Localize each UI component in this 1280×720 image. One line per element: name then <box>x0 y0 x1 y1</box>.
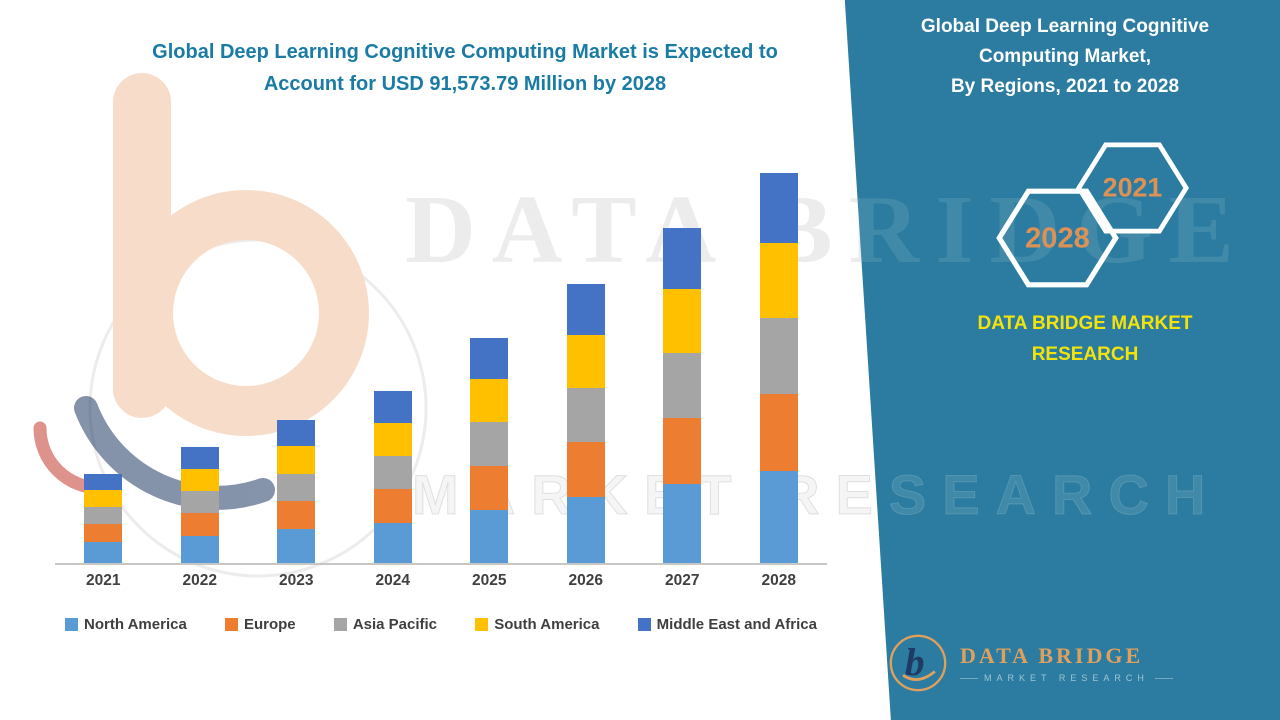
x-axis-label-2028: 2028 <box>761 572 796 589</box>
bar-segment-asia-pacific-2025 <box>470 422 509 466</box>
legend-label-south-america: South America <box>494 616 600 633</box>
bar-stack-2025 <box>470 338 509 563</box>
bar-segment-north-america-2023 <box>277 529 316 563</box>
bar-segment-asia-pacific-2021 <box>84 507 123 525</box>
bar-stack-2027 <box>663 228 702 563</box>
x-axis-label-2021: 2021 <box>86 572 121 589</box>
legend-item-europe: Europe <box>224 616 296 633</box>
legend-label-middle-east-and-africa: Middle East and Africa <box>656 616 817 633</box>
bar-column-2022 <box>152 158 249 563</box>
bar-segment-middle-east-and-africa-2027 <box>663 228 702 290</box>
legend-item-asia-pacific: Asia Pacific <box>333 616 438 633</box>
bar-segment-middle-east-and-africa-2021 <box>84 473 123 491</box>
bar-segment-south-america-2027 <box>663 289 702 354</box>
bar-column-2021 <box>55 158 152 563</box>
legend-label-asia-pacific: Asia Pacific <box>352 616 438 633</box>
bar-segment-middle-east-and-africa-2023 <box>277 419 316 447</box>
bar-column-2028 <box>731 158 828 563</box>
bar-segment-south-america-2022 <box>180 468 219 491</box>
bar-segment-europe-2021 <box>84 524 123 542</box>
chart: 2021 2022 2023 2024 2025 2026 2027 2028 North A… <box>55 158 827 633</box>
bar-segment-south-america-2026 <box>566 334 605 389</box>
bar-segment-europe-2022 <box>180 513 219 536</box>
x-axis-label-2024: 2024 <box>375 572 410 589</box>
bar-segment-north-america-2027 <box>663 484 702 563</box>
bar-segment-north-america-2025 <box>470 510 509 563</box>
legend-swatch-middle-east-and-africa <box>637 618 651 631</box>
legend-label-europe: Europe <box>243 616 296 633</box>
bar-segment-south-america-2025 <box>470 379 509 423</box>
plot-area <box>55 158 827 565</box>
legend-swatch-south-america <box>475 618 489 631</box>
legend: North America Europe Asia Pacific South Ame… <box>55 616 827 633</box>
bar-segment-europe-2023 <box>277 501 316 530</box>
legend-swatch-north-america <box>65 618 78 631</box>
bar-segment-north-america-2028 <box>759 470 798 563</box>
bar-segment-middle-east-and-africa-2028 <box>759 172 798 244</box>
legend-item-north-america: North America <box>65 616 187 633</box>
bar-segment-middle-east-and-africa-2022 <box>180 447 219 469</box>
bar-segment-europe-2025 <box>470 465 509 511</box>
x-axis-label-2025: 2025 <box>472 572 507 589</box>
bar-segment-south-america-2021 <box>84 490 123 508</box>
x-axis-label-2026: 2026 <box>568 572 603 589</box>
bar-segment-south-america-2024 <box>373 422 412 456</box>
bar-column-2024 <box>345 158 442 563</box>
bar-segment-middle-east-and-africa-2025 <box>470 338 509 380</box>
bar-segment-europe-2026 <box>566 442 605 498</box>
page-title: Global Deep Learning Cognitive Computing… <box>152 41 778 95</box>
legend-swatch-europe <box>224 618 238 631</box>
bar-segment-asia-pacific-2027 <box>663 353 702 419</box>
legend-item-south-america: South America <box>475 616 600 633</box>
bar-segment-north-america-2024 <box>373 522 412 563</box>
bar-column-2026 <box>538 158 635 563</box>
x-axis-label-2023: 2023 <box>279 572 314 589</box>
bar-segment-north-america-2022 <box>180 535 219 563</box>
legend-swatch-asia-pacific <box>333 618 347 631</box>
bar-segment-middle-east-and-africa-2024 <box>373 391 412 423</box>
bar-segment-asia-pacific-2022 <box>180 490 219 514</box>
bar-segment-asia-pacific-2026 <box>566 388 605 443</box>
bar-segment-north-america-2021 <box>84 541 123 563</box>
bar-segment-middle-east-and-africa-2026 <box>566 284 605 335</box>
bar-stack-2028 <box>759 172 798 563</box>
bar-segment-asia-pacific-2023 <box>277 473 316 502</box>
bar-column-2023 <box>248 158 345 563</box>
bar-stack-2026 <box>566 284 605 563</box>
legend-item-middle-east-and-africa: Middle East and Africa <box>637 616 817 633</box>
bar-segment-south-america-2023 <box>277 446 316 474</box>
x-axis-labels: 2021 2022 2023 2024 2025 2026 2027 2028 <box>55 565 827 590</box>
bar-stack-2023 <box>277 419 316 563</box>
legend-label-north-america: North America <box>84 616 187 633</box>
bar-stack-2022 <box>180 447 219 563</box>
x-axis-label-2022: 2022 <box>182 572 217 589</box>
bar-segment-europe-2028 <box>759 393 798 471</box>
bar-column-2027 <box>634 158 731 563</box>
bar-segment-north-america-2026 <box>566 497 605 563</box>
bar-stack-2024 <box>373 391 412 563</box>
bar-segment-south-america-2028 <box>759 243 798 318</box>
bar-stack-2021 <box>84 473 123 563</box>
bar-segment-europe-2027 <box>663 418 702 485</box>
bar-segment-asia-pacific-2024 <box>373 455 412 489</box>
bar-column-2025 <box>441 158 538 563</box>
bar-segment-asia-pacific-2028 <box>759 317 798 394</box>
bar-segment-europe-2024 <box>373 488 412 523</box>
x-axis-label-2027: 2027 <box>665 572 700 589</box>
